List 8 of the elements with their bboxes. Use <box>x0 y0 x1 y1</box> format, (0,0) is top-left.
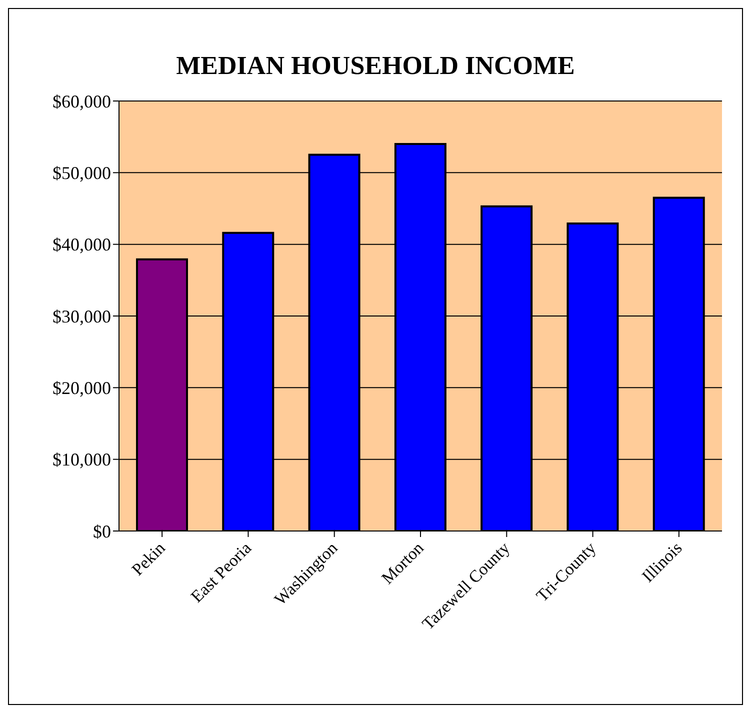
y-tick-label: $30,000 <box>52 306 111 326</box>
y-tick-label: $40,000 <box>52 234 111 255</box>
y-tick-label: $0 <box>93 521 111 542</box>
y-tick-label: $10,000 <box>52 450 111 470</box>
y-tick-label: $20,000 <box>52 378 111 398</box>
y-tick-label: $60,000 <box>52 91 111 112</box>
chart-title: MEDIAN HOUSEHOLD INCOME <box>175 51 576 81</box>
y-tick-label: $50,000 <box>52 163 111 184</box>
